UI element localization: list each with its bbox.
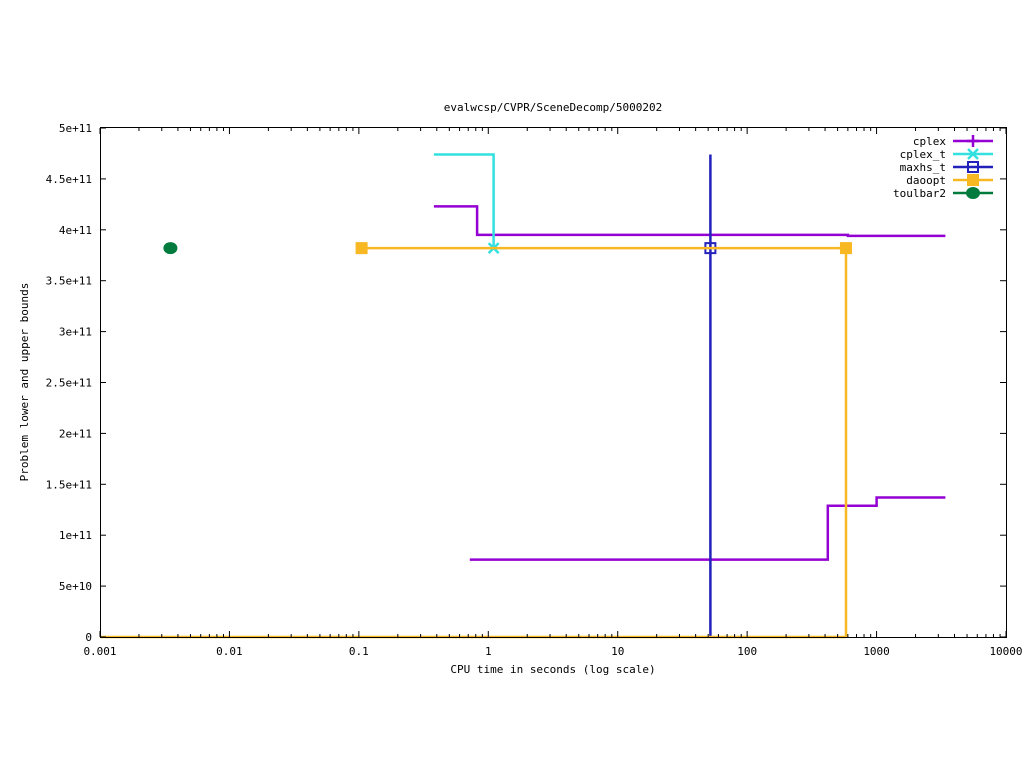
y-tick-label: 5e+11: [59, 122, 92, 135]
x-tick-label: 10000: [989, 645, 1022, 658]
legend-swatch-marker: [967, 135, 979, 147]
series-daoopt-point-1-box: [839, 242, 852, 255]
legend-swatch-marker-box: [967, 174, 979, 186]
legend-swatch-marker-dot: [966, 187, 980, 199]
series-daoopt-point-0: [355, 242, 368, 255]
legend-label: daoopt: [906, 174, 946, 187]
x-tick-label: 0.001: [83, 645, 116, 658]
x-tick-label: 0.01: [216, 645, 243, 658]
y-tick-label: 4e+11: [59, 224, 92, 237]
y-tick-label: 2e+11: [59, 427, 92, 440]
legend-item-cplex_t: cplex_t: [900, 148, 993, 161]
series-daoopt-line-0: [361, 246, 848, 637]
legend-swatch-marker: [967, 161, 979, 173]
legend-swatch-marker-d2: [967, 148, 979, 160]
x-tick-label: 1: [485, 645, 492, 658]
x-tick-label: 10: [611, 645, 624, 658]
legend-label: cplex_t: [900, 148, 946, 161]
series-daoopt-point-1: [839, 242, 852, 255]
y-tick-label: 1e+11: [59, 529, 92, 542]
y-tick-label: 5e+10: [59, 580, 92, 593]
series-toulbar2: [163, 242, 178, 255]
x-tick-label: 0.1: [349, 645, 369, 658]
chart-title: evalwcsp/CVPR/SceneDecomp/5000202: [444, 101, 663, 114]
series-toulbar2-point-0-dot: [163, 242, 178, 255]
axis-ticks: 0.001 0.01 0.1 1 10 100 1000 10000 0 5e+10 1e+11 1.…: [46, 122, 1023, 658]
y-tick-label: 1.5e+11: [46, 478, 92, 491]
legend-item-cplex: cplex: [913, 135, 993, 148]
y-tick-label: 2.5e+11: [46, 377, 92, 390]
y-tick-label: 3e+11: [59, 326, 92, 339]
legend-label: toulbar2: [893, 187, 946, 200]
plot-frame: [100, 127, 1007, 638]
legend-swatch-marker: [966, 187, 980, 199]
series-daoopt: [100, 242, 852, 639]
series-maxhs_t: [704, 154, 717, 637]
legend-swatch-marker-box: [967, 161, 979, 173]
x-tick-label: 1000: [863, 645, 890, 658]
series-cplex_t-line-0: [433, 153, 495, 249]
y-tick-label: 0: [85, 631, 92, 644]
legend-item-toulbar2: toulbar2: [893, 187, 993, 200]
series-layer: [100, 153, 946, 639]
legend-item-daoopt: daoopt: [906, 174, 993, 187]
x-tick-label: 100: [737, 645, 757, 658]
legend-label: cplex: [913, 135, 946, 148]
y-axis-label: Problem lower and upper bounds: [18, 283, 31, 482]
series-daoopt-point-0-box: [355, 242, 368, 255]
series-cplex-line-0: [433, 205, 946, 238]
series-cplex_t: [433, 153, 500, 255]
series-cplex: [433, 205, 946, 561]
y-tick-label: 4.5e+11: [46, 173, 92, 186]
legend-label: maxhs_t: [900, 161, 946, 174]
x-axis-label: CPU time in seconds (log scale): [450, 663, 655, 676]
series-toulbar2-point-0: [163, 242, 178, 255]
legend-item-maxhs_t: maxhs_t: [900, 161, 993, 174]
legend-swatch-marker: [967, 148, 979, 160]
legend-swatch-marker: [967, 174, 979, 186]
series-cplex-line-1: [469, 496, 946, 561]
y-tick-label: 3.5e+11: [46, 275, 92, 288]
